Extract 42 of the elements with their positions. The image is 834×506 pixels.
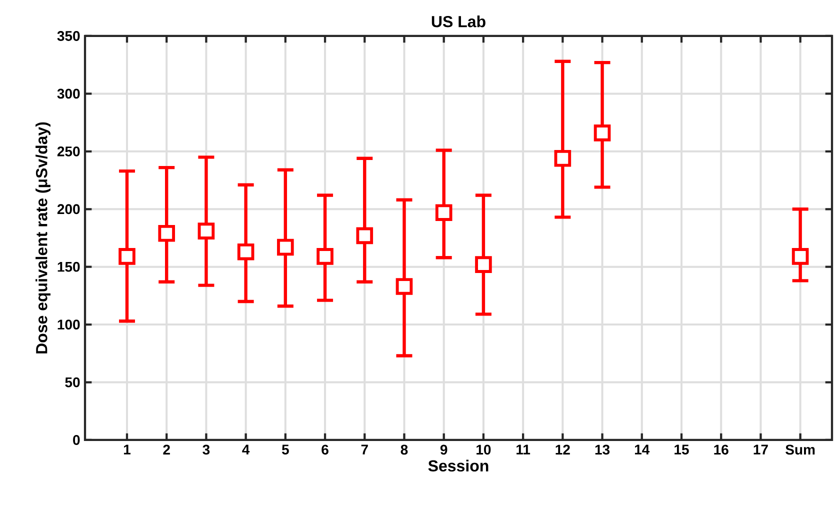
- y-tick-label: 200: [57, 204, 80, 214]
- x-tick-label: 6: [322, 444, 328, 455]
- y-tick-label: 350: [57, 31, 80, 41]
- x-tick-label: 17: [754, 444, 768, 454]
- x-tick-label: Sum: [786, 444, 815, 455]
- x-axis-title: Session: [428, 460, 488, 472]
- x-tick-label: 8: [400, 444, 408, 455]
- point: [792, 248, 809, 265]
- point: [396, 278, 413, 295]
- y-tick-label: 150: [58, 262, 80, 272]
- x-tick-label: 10: [476, 444, 491, 455]
- y-tick-label: 0: [73, 435, 80, 445]
- x-tick-label: 13: [595, 444, 610, 455]
- point: [198, 222, 215, 240]
- y-axis-title: Dose equivalent rate (μSv/day): [36, 122, 50, 354]
- y-tick-label: 300: [57, 88, 80, 99]
- y-tick-label: 250: [57, 146, 80, 156]
- x-tick-label: 9: [440, 444, 448, 455]
- point: [277, 238, 294, 256]
- point: [237, 243, 254, 260]
- x-tick-label: 7: [361, 444, 368, 454]
- point: [594, 124, 611, 142]
- x-tick-label: 11: [516, 444, 530, 454]
- point: [554, 150, 572, 167]
- x-tick-label: 2: [163, 444, 170, 454]
- point: [158, 224, 176, 242]
- point: [118, 248, 136, 265]
- x-tick-label: 5: [282, 444, 289, 454]
- point: [356, 227, 374, 244]
- point: [316, 248, 334, 265]
- x-tick-label: 16: [714, 444, 728, 455]
- x-tick-label: 1: [124, 444, 130, 454]
- x-tick-label: 12: [556, 444, 570, 454]
- point: [475, 256, 492, 273]
- chart-title: US Lab: [432, 16, 486, 28]
- x-tick-label: 3: [202, 444, 210, 455]
- y-tick-label: 100: [58, 320, 80, 330]
- x-tick-label: 4: [242, 444, 250, 454]
- x-tick-label: 15: [674, 444, 689, 454]
- point: [435, 204, 452, 221]
- x-tick-label: 14: [634, 444, 650, 454]
- y-tick-label: 50: [65, 377, 80, 388]
